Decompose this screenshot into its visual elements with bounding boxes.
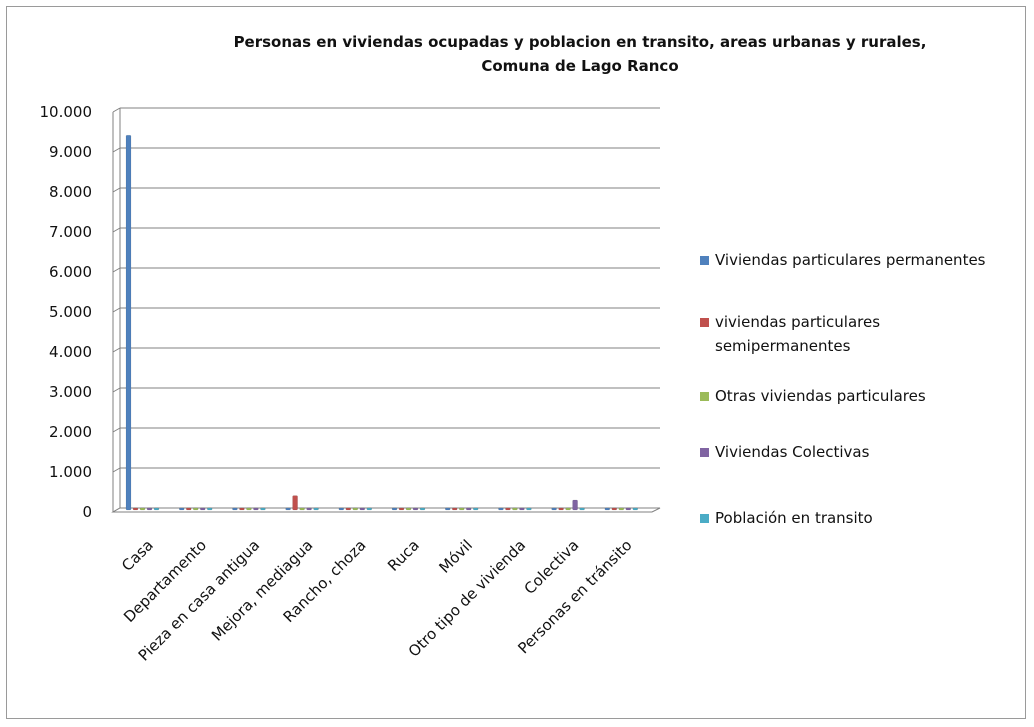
bar bbox=[125, 134, 132, 511]
legend-label: viviendas particulares semipermanentes bbox=[715, 313, 881, 355]
legend-item: viviendas particulares semipermanentes bbox=[700, 310, 955, 358]
bar bbox=[246, 507, 252, 511]
bar bbox=[472, 507, 479, 511]
bar bbox=[398, 507, 405, 511]
gridline-depth bbox=[112, 147, 121, 153]
bar bbox=[558, 507, 564, 511]
x-tick-label: Casa bbox=[118, 536, 157, 575]
legend-swatch bbox=[700, 256, 709, 265]
chart-title-line-1: Personas en viviendas ocupadas y poblaci… bbox=[233, 33, 927, 51]
bar bbox=[579, 507, 585, 511]
y-tick-label: 6.000 bbox=[49, 263, 92, 281]
legend-swatch bbox=[700, 448, 709, 457]
legend-item: Otras viviendas particulares bbox=[700, 384, 926, 408]
bar bbox=[551, 507, 557, 511]
gridline-depth bbox=[112, 107, 121, 113]
legend-item: Viviendas Colectivas bbox=[700, 440, 869, 464]
bar bbox=[632, 507, 639, 511]
gridline-depth bbox=[112, 227, 121, 233]
chart-title: Personas en viviendas ocupadas y poblaci… bbox=[0, 30, 1034, 78]
y-tick-label: 1.000 bbox=[49, 463, 92, 481]
legend-swatch bbox=[700, 318, 709, 327]
y-tick-label: 8.000 bbox=[49, 183, 92, 201]
x-tick-label: Ruca bbox=[384, 536, 423, 575]
bar bbox=[139, 507, 146, 511]
bar bbox=[132, 507, 139, 511]
bar bbox=[366, 507, 373, 511]
gridline-depth bbox=[112, 347, 121, 353]
chart-frame bbox=[6, 6, 1026, 719]
bar bbox=[345, 507, 352, 511]
legend-label: Otras viviendas particulares bbox=[715, 387, 926, 405]
y-tick-label: 7.000 bbox=[49, 223, 92, 241]
bar bbox=[352, 507, 359, 511]
bar bbox=[292, 495, 298, 511]
bar bbox=[451, 507, 458, 511]
y-tick-label: 9.000 bbox=[49, 143, 92, 161]
bar bbox=[505, 507, 511, 511]
bar bbox=[604, 507, 611, 511]
y-tick-label: 0 bbox=[82, 503, 92, 521]
bar bbox=[572, 499, 578, 511]
legend-swatch bbox=[700, 392, 709, 401]
bar bbox=[338, 507, 345, 511]
gridline-depth bbox=[112, 427, 121, 433]
legend-item: Población en transito bbox=[700, 506, 873, 530]
bar bbox=[192, 507, 199, 511]
bar bbox=[391, 507, 398, 511]
x-tick-label: Mejora, mediagua bbox=[208, 536, 316, 644]
y-tick-label: 2.000 bbox=[49, 423, 92, 441]
bar bbox=[625, 507, 632, 511]
bar bbox=[185, 507, 192, 511]
bar bbox=[512, 507, 518, 511]
bar bbox=[611, 507, 618, 511]
bar bbox=[465, 507, 472, 511]
gridline-depth bbox=[112, 387, 121, 393]
bar bbox=[260, 507, 266, 511]
gridline-depth bbox=[112, 267, 121, 273]
bar bbox=[285, 507, 291, 511]
gridline-depth bbox=[112, 467, 121, 473]
bar bbox=[444, 507, 451, 511]
bar bbox=[412, 507, 419, 511]
y-tick-label: 4.000 bbox=[49, 343, 92, 361]
bar bbox=[419, 507, 426, 511]
bar bbox=[146, 507, 153, 511]
gridline-depth bbox=[112, 307, 121, 313]
legend-swatch bbox=[700, 514, 709, 523]
x-tick-label: Móvil bbox=[435, 536, 476, 577]
bar bbox=[458, 507, 465, 511]
legend-label: Viviendas Colectivas bbox=[715, 443, 870, 461]
bar bbox=[306, 507, 312, 511]
bar bbox=[405, 507, 412, 511]
bar bbox=[253, 507, 259, 511]
bar bbox=[565, 507, 571, 511]
bar bbox=[498, 507, 504, 511]
legend-item: Viviendas particulares permanentes bbox=[700, 248, 986, 272]
gridline-depth bbox=[112, 187, 121, 193]
bar bbox=[199, 507, 206, 511]
chart-title-line-2: Comuna de Lago Ranco bbox=[481, 57, 679, 75]
bar bbox=[526, 507, 532, 511]
bar bbox=[313, 507, 319, 511]
bar bbox=[239, 507, 245, 511]
y-tick-label: 3.000 bbox=[49, 383, 92, 401]
bar bbox=[299, 507, 305, 511]
bar bbox=[618, 507, 625, 511]
legend-label: Viviendas particulares permanentes bbox=[715, 251, 986, 269]
y-tick-label: 5.000 bbox=[49, 303, 92, 321]
legend-label: Población en transito bbox=[715, 509, 873, 527]
bar bbox=[178, 507, 185, 511]
y-tick-label: 10.000 bbox=[40, 103, 93, 121]
bar bbox=[153, 507, 160, 511]
bar bbox=[519, 507, 525, 511]
bar bbox=[206, 507, 213, 511]
bar bbox=[359, 507, 366, 511]
bar bbox=[232, 507, 238, 511]
